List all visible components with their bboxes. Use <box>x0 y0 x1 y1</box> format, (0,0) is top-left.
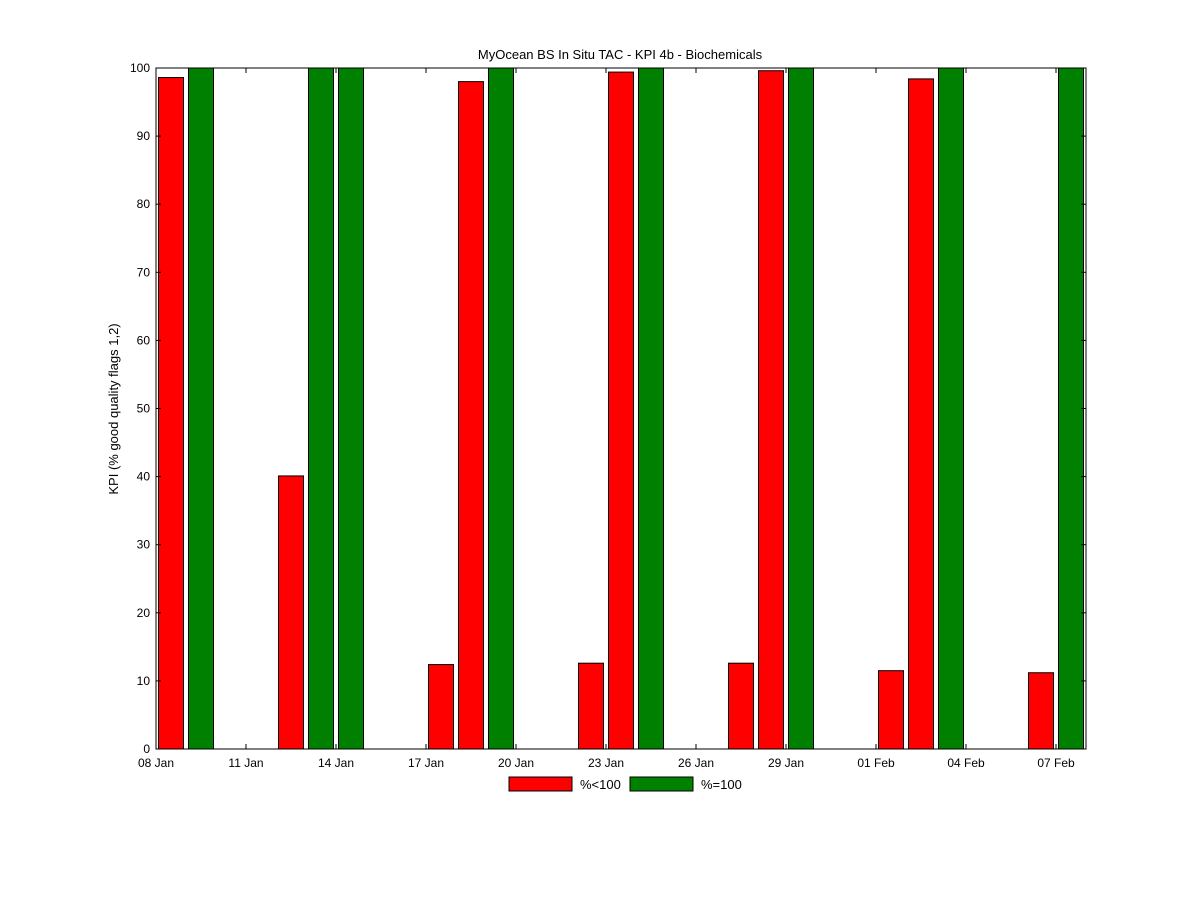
bar-series2-2014-01-14 <box>338 67 364 750</box>
bar-series1-2014-01-17 <box>428 664 454 750</box>
bar-series1-2014-02-01 <box>878 670 904 750</box>
y-tick-label-70: 70 <box>137 265 151 279</box>
bar-series2-2014-02-07 <box>1058 67 1084 750</box>
legend: %<100 %=100 <box>508 776 742 792</box>
x-tick-label-2014-01-08: 08 Jan <box>138 756 174 770</box>
bar-series1-2014-01-18 <box>458 81 484 750</box>
x-tick-label-2014-02-01: 01 Feb <box>857 756 895 770</box>
y-tick-label-20: 20 <box>137 606 151 620</box>
bar-series1-2014-01-12 <box>278 475 304 750</box>
y-tick-label-30: 30 <box>137 538 151 552</box>
y-tick-label-50: 50 <box>137 402 151 416</box>
bar-series1-2014-01-08 <box>158 77 184 750</box>
x-tick-label-2014-01-14: 14 Jan <box>318 756 354 770</box>
y-axis-label: KPI (% good quality flags 1,2) <box>106 323 121 494</box>
y-tick-label-100: 100 <box>130 61 150 75</box>
legend-label-1: %<100 <box>580 777 621 792</box>
x-tick-label-2014-02-04: 04 Feb <box>947 756 985 770</box>
y-tick-label-10: 10 <box>137 674 151 688</box>
bar-series2-2014-02-03 <box>938 67 964 750</box>
y-tick-label-60: 60 <box>137 333 151 347</box>
legend-swatch-2 <box>629 776 694 792</box>
bar-series1-2014-01-23 <box>608 71 634 750</box>
bar-series2-2014-01-19 <box>488 67 514 750</box>
y-tick-label-0: 0 <box>143 742 150 756</box>
x-tick-label-2014-01-26: 26 Jan <box>678 756 714 770</box>
bar-series2-2014-01-09 <box>188 67 214 750</box>
bar-series1-2014-02-02 <box>908 78 934 750</box>
y-tick-label-90: 90 <box>137 129 151 143</box>
bar-series1-2014-01-22 <box>578 662 604 750</box>
bar-series1-2014-01-28 <box>758 70 784 750</box>
y-tick-label-40: 40 <box>137 470 151 484</box>
x-tick-label-2014-01-29: 29 Jan <box>768 756 804 770</box>
bar-series1-2014-01-27 <box>728 662 754 750</box>
y-tick-label-80: 80 <box>137 197 151 211</box>
legend-swatch-1 <box>508 776 573 792</box>
x-tick-label-2014-01-11: 11 Jan <box>228 756 263 770</box>
bar-series2-2014-01-29 <box>788 67 814 750</box>
chart-title: MyOcean BS In Situ TAC - KPI 4b - Bioche… <box>478 47 763 62</box>
x-tick-label-2014-01-17: 17 Jan <box>408 756 444 770</box>
bars-layer <box>158 67 1084 750</box>
bar-series2-2014-01-24 <box>638 67 664 750</box>
legend-label-2: %=100 <box>701 777 742 792</box>
x-tick-label-2014-01-23: 23 Jan <box>588 756 624 770</box>
x-tick-label-2014-01-20: 20 Jan <box>498 756 534 770</box>
axes-layer: 0 10 20 30 40 50 60 70 80 90 100 08 Jan 11 Jan 14 Jan… <box>130 61 1087 770</box>
x-tick-label-2014-02-07: 07 Feb <box>1037 756 1075 770</box>
bar-series2-2014-01-13 <box>308 67 334 750</box>
bar-series1-2014-02-06 <box>1028 672 1054 750</box>
